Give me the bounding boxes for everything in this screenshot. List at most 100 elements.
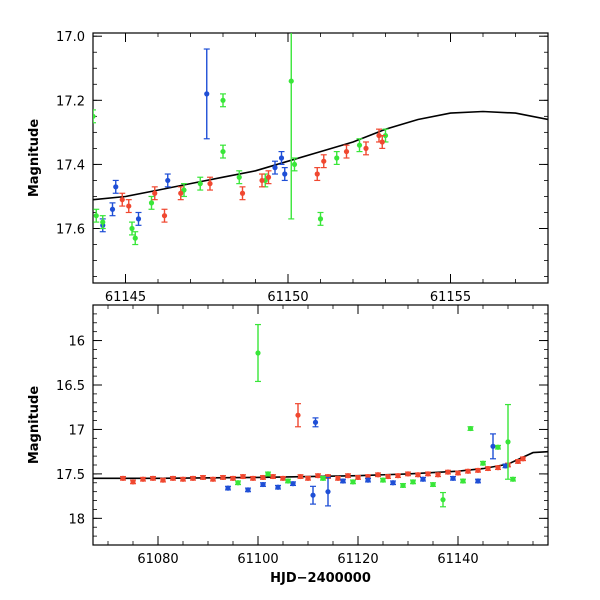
red-data-point: [455, 470, 461, 476]
red-data-point: [210, 476, 216, 482]
top-panel: 61145 61150 61155 17.0 17.2 17.4 17.6 Magnitude: [27, 30, 549, 305]
green-data-point: [129, 225, 135, 232]
y-tick-label: 17.2: [56, 94, 85, 109]
green-data-point: [334, 155, 340, 161]
green-data-point: [255, 350, 261, 356]
blue-data-point: [278, 155, 285, 161]
red-data-point: [335, 475, 341, 481]
red-data-point: [475, 467, 481, 473]
red-data-point: [126, 203, 132, 209]
green-data-point: [430, 481, 436, 488]
blue-data-point: [290, 481, 296, 487]
x-axis-title: HJD−2400000: [270, 571, 371, 586]
red-data-point: [259, 177, 265, 184]
blue-data-point: [475, 478, 481, 484]
x-tick-label: 61150: [267, 290, 308, 305]
green-data-point: [236, 174, 242, 180]
red-data-point: [265, 174, 272, 180]
red-data-point: [130, 479, 136, 485]
green-data-point: [288, 78, 294, 84]
green-data-point: [382, 132, 389, 139]
blue-data-point: [245, 487, 251, 493]
red-data-point: [270, 473, 276, 480]
red-data-point: [343, 148, 350, 155]
green-data-point: [505, 439, 511, 445]
y-axis-title: Magnitude: [27, 386, 42, 465]
blue-data-point: [365, 477, 371, 483]
green-data-point: [265, 471, 271, 477]
x-tick-label: 61120: [337, 552, 378, 567]
red-data-point: [495, 465, 501, 471]
blue-data-point: [325, 489, 331, 495]
red-data-point: [445, 469, 451, 475]
x-tick-label: 61140: [437, 552, 478, 567]
green-data-point: [197, 181, 203, 187]
red-data-point: [520, 456, 526, 462]
blue-data-point: [420, 476, 426, 482]
x-tick-label: 61080: [137, 552, 178, 567]
red-data-point: [485, 465, 491, 472]
red-data-point: [385, 473, 391, 480]
green-data-point: [495, 444, 501, 450]
plot-frame: [92, 32, 549, 284]
red-data-point: [315, 473, 321, 479]
blue-data-point: [109, 206, 116, 212]
green-data-point: [100, 219, 106, 225]
red-data-point: [379, 139, 385, 145]
green-data-point: [356, 142, 363, 148]
green-data-point: [220, 97, 226, 103]
x-tick-label: 61100: [237, 552, 278, 567]
bottom-panel: 61080 61100 61120 61140 16 16.5 17 17.5 18 Magnit…: [27, 304, 549, 586]
green-data-point: [460, 478, 466, 484]
green-data-point: [467, 425, 474, 432]
red-data-point: [119, 197, 125, 203]
red-data-point: [280, 475, 286, 481]
green-data-point: [380, 477, 386, 483]
blue-data-point: [450, 475, 456, 481]
blue-data-point: [225, 485, 231, 491]
red-data-point: [465, 468, 471, 474]
blue-data-point: [490, 443, 496, 449]
y-tick-label: 17.4: [56, 158, 85, 173]
green-data-point: [235, 480, 241, 486]
green-data-point: [148, 200, 155, 206]
blue-data-point: [165, 177, 171, 184]
red-data-point: [260, 474, 266, 481]
green-data-point: [410, 479, 416, 485]
red-data-point: [240, 473, 246, 480]
blue-data-point: [135, 216, 142, 222]
x-tick-label: 61155: [430, 290, 471, 305]
red-data-point: [363, 145, 369, 151]
blue-data-point: [113, 184, 119, 190]
green-data-point: [181, 187, 187, 193]
green-data-point: [132, 235, 138, 241]
model-curve: [93, 110, 548, 201]
red-data-point: [190, 475, 196, 481]
red-data-point: [405, 471, 411, 477]
red-data-point: [355, 474, 361, 481]
red-data-point: [230, 475, 236, 481]
red-data-point: [345, 473, 351, 479]
blue-data-point: [275, 484, 281, 490]
red-data-point: [250, 475, 256, 481]
red-data-point: [140, 476, 146, 482]
green-data-point: [93, 113, 96, 119]
red-data-point: [239, 190, 246, 196]
red-data-point: [305, 475, 311, 481]
green-data-point: [220, 148, 226, 155]
red-data-point: [207, 181, 213, 187]
blue-data-point: [340, 478, 346, 484]
green-data-point: [480, 460, 486, 466]
red-data-point: [375, 472, 381, 478]
blue-data-point: [502, 463, 509, 469]
green-data-point: [317, 216, 324, 222]
red-data-point: [415, 472, 421, 478]
red-data-point: [515, 458, 521, 465]
green-data-point: [320, 475, 326, 481]
blue-data-point: [272, 165, 278, 171]
blue-data-point: [312, 419, 319, 425]
y-tick-label: 16.5: [56, 379, 85, 394]
red-data-point: [220, 474, 226, 481]
y-tick-label: 17.0: [56, 30, 85, 45]
